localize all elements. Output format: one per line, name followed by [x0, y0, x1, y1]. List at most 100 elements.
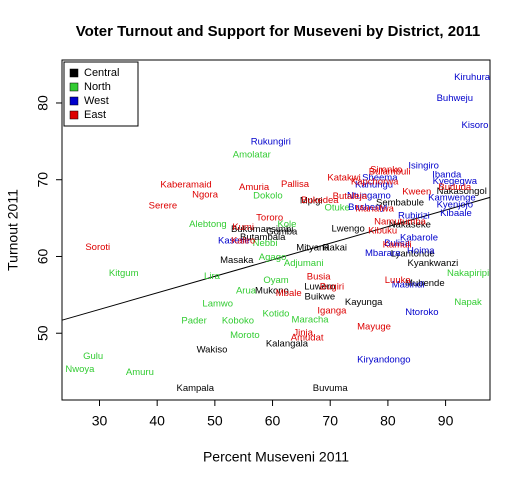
- district-label: Adjumani: [284, 258, 324, 269]
- district-label: Isingiro: [408, 160, 439, 171]
- district-label: Kyenjojo: [437, 200, 473, 211]
- district-label: Mbarara: [365, 248, 401, 259]
- district-label: Kalangala: [266, 338, 309, 349]
- district-label: Kamuli: [383, 239, 412, 250]
- district-label: Kiryandongo: [357, 355, 410, 366]
- district-label: Gulu: [83, 351, 103, 362]
- district-label: Mayuge: [357, 322, 391, 333]
- district-label: Sembabule: [376, 197, 424, 208]
- district-label: Otuke: [324, 203, 349, 214]
- district-label: Tororo: [256, 213, 283, 224]
- legend-swatch: [69, 96, 79, 106]
- district-label: Rubirizi: [398, 210, 430, 221]
- district-label: Kapchorwa: [351, 177, 399, 188]
- district-label: Maracha: [292, 315, 330, 326]
- district-label: Mbale: [276, 288, 302, 299]
- district-label: Kaliro: [231, 236, 255, 247]
- district-label: Amuru: [126, 367, 154, 378]
- district-label: Nakapiripi: [447, 268, 489, 279]
- district-label: Serere: [149, 200, 178, 211]
- x-tick-label: 60: [265, 413, 281, 429]
- district-label: Moroto: [230, 330, 260, 341]
- district-label: Manafwa: [355, 203, 394, 214]
- district-label: Lyantonde: [391, 249, 435, 260]
- x-tick-label: 90: [438, 413, 454, 429]
- district-label: Amuria: [239, 182, 270, 193]
- district-label: Napak: [454, 297, 482, 308]
- district-label: Butambala: [240, 232, 286, 243]
- district-label: Buvuma: [313, 383, 349, 394]
- legend-swatch: [69, 110, 79, 120]
- district-label: Kitgum: [109, 268, 139, 279]
- chart-title: Voter Turnout and Support for Museveni b…: [76, 23, 481, 40]
- legend-label: North: [84, 81, 111, 93]
- district-label: Rakai: [323, 243, 347, 254]
- district-label: Bududa: [438, 182, 471, 193]
- district-label: Nakasongol: [437, 186, 487, 197]
- district-label: Kaberamaid: [160, 180, 211, 191]
- district-label: Bukedea: [301, 195, 339, 206]
- district-label: Ntungamo: [347, 190, 391, 201]
- district-label: Buikwe: [305, 292, 336, 303]
- district-label: Lira: [204, 271, 221, 282]
- district-label: Kyegegwa: [433, 176, 478, 187]
- district-label: Alebtong: [189, 219, 227, 230]
- plot-frame: [61, 59, 491, 401]
- legend-label: West: [84, 95, 109, 107]
- district-label: Kibuku: [368, 226, 397, 237]
- district-label: Kasese: [218, 236, 250, 247]
- district-label: Hoima: [407, 246, 435, 257]
- y-tick-label: 60: [35, 248, 51, 264]
- x-tick-label: 80: [380, 413, 396, 429]
- district-label: Nakaseke: [389, 220, 431, 231]
- x-tick-label: 70: [322, 413, 338, 429]
- district-label: Bushenyi: [348, 202, 387, 213]
- district-label: Nebbi: [253, 238, 278, 249]
- district-label: Ngora: [192, 190, 219, 201]
- district-label: Ibanda: [432, 170, 462, 181]
- district-label: Rukungiri: [251, 137, 291, 148]
- district-label: Lwengo: [331, 223, 364, 234]
- district-label: Lamwo: [202, 299, 233, 310]
- legend-label: Central: [84, 67, 119, 79]
- district-label: Kiruhura: [454, 72, 491, 83]
- district-label: Gomba: [266, 226, 298, 237]
- district-label: Kisoro: [462, 120, 489, 131]
- district-label: Jinja: [293, 328, 313, 339]
- district-label: Dokolo: [253, 190, 283, 201]
- district-label: Kanungu: [355, 180, 393, 191]
- district-label: Masaka: [220, 255, 254, 266]
- district-label: Ntoroko: [405, 307, 438, 318]
- district-label: Iganga: [317, 305, 347, 316]
- x-tick-label: 50: [207, 413, 223, 429]
- y-tick-label: 80: [35, 95, 51, 111]
- district-label: Kyankwanzi: [408, 258, 459, 269]
- district-label: Mpigi: [300, 196, 323, 207]
- district-label: Wakiso: [197, 345, 228, 356]
- x-tick-label: 30: [92, 413, 108, 429]
- x-axis-label: Percent Museveni 2011: [203, 449, 349, 465]
- district-label: Agago: [259, 252, 286, 263]
- district-label: Pader: [181, 315, 206, 326]
- district-label: Koboko: [222, 315, 254, 326]
- district-label: Sheema: [362, 173, 398, 184]
- district-label: Kayunga: [345, 297, 383, 308]
- district-label: Arua: [236, 286, 257, 297]
- district-label: Nwoya: [65, 364, 95, 375]
- district-label: Buhweju: [437, 93, 473, 104]
- district-label: Butaleja: [333, 191, 368, 202]
- district-label: Sironko: [370, 164, 402, 175]
- district-label: Oyam: [263, 275, 288, 286]
- district-label: Kween: [402, 187, 431, 198]
- district-label: Amudat: [291, 332, 324, 343]
- district-label: Kabarole: [400, 233, 438, 244]
- district-label: Kotido: [263, 309, 290, 320]
- district-label: Mityana: [296, 243, 330, 254]
- district-label: Bulisa: [384, 238, 411, 249]
- district-label: Masindi: [392, 279, 425, 290]
- district-label: Mubende: [405, 278, 445, 289]
- district-label: Amolatar: [233, 150, 271, 161]
- district-label: Mukono: [255, 286, 289, 297]
- district-label: Kampala: [176, 383, 214, 394]
